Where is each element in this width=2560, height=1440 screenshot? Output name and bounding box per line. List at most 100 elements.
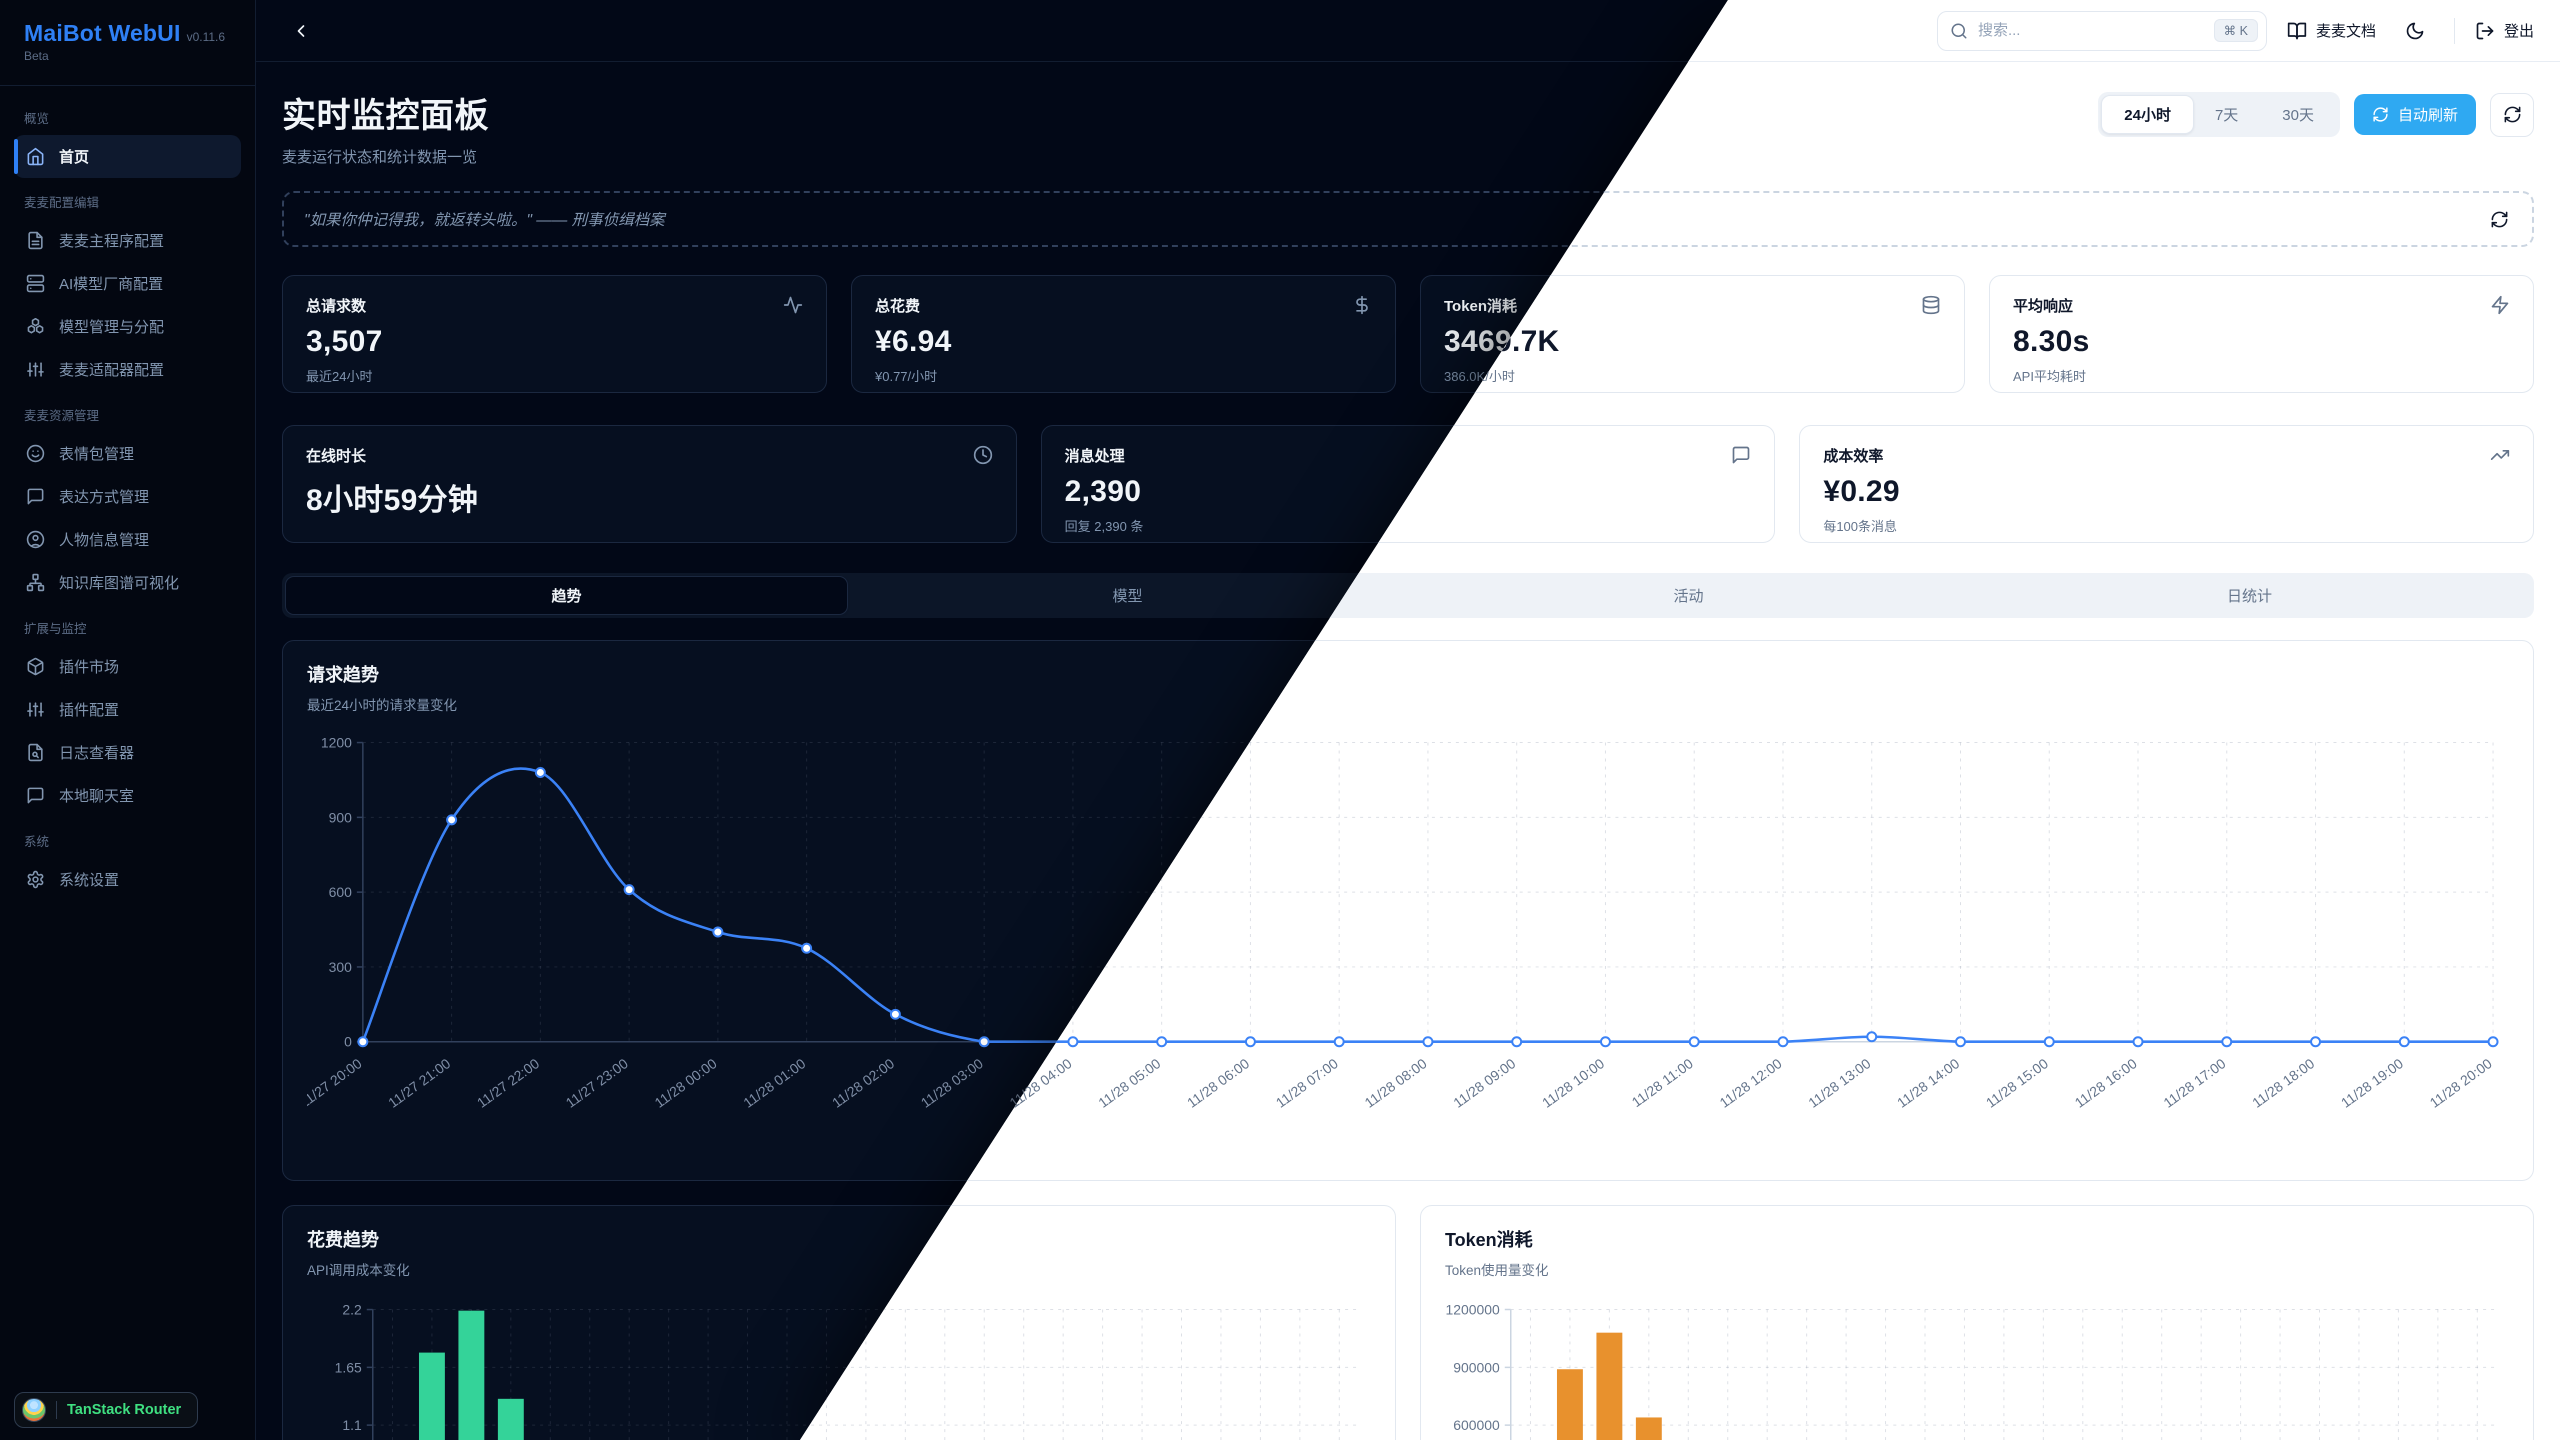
sidebar-item[interactable]: 首页 [14,135,241,178]
page-subtitle: 麦麦运行状态和统计数据一览 [282,149,478,166]
search-input[interactable] [1977,22,2204,39]
sidebar-item[interactable]: 麦麦适配器配置 [14,348,241,391]
time-range-option[interactable]: 7天 [2193,96,2260,133]
tab-模型[interactable]: 模型 [1112,588,1143,605]
svg-text:11/28 15:00: 11/28 15:00 [1983,1055,2051,1111]
svg-text:11/28 09:00: 11/28 09:00 [1450,1055,1518,1111]
docs-label: 麦麦文档 [2315,23,2376,40]
divider [2453,17,2455,44]
svg-text:11/28 10:00: 11/28 10:00 [1539,1055,1607,1111]
stat-value: 3,507 [306,325,383,358]
trending-up-icon [2490,445,2510,465]
sidebar-item[interactable]: 日志查看器 [14,731,241,774]
sidebar-section-title: 概览 [24,112,50,126]
svg-text:1.65: 1.65 [335,1359,362,1375]
package-icon [26,657,45,676]
app-version: v0.11.6 Beta [24,30,226,63]
sidebar-section-title: 扩展与监控 [24,622,87,636]
time-range-segmented: 24小时 7天 30天 [2098,92,2340,137]
sidebar-collapse-button[interactable] [282,12,320,50]
sidebar-item[interactable]: 表情包管理 [14,432,241,475]
sidebar-section: 麦麦资源管理表情包管理表达方式管理人物信息管理知识库图谱可视化 [14,391,241,604]
svg-text:11/28 19:00: 11/28 19:00 [2338,1055,2406,1111]
svg-text:11/28 00:00: 11/28 00:00 [651,1055,719,1111]
sidebar-item-label: 表情包管理 [59,446,135,463]
topbar: ⌘ K 麦麦文档 登出 [256,0,2560,62]
svg-text:11/27 21:00: 11/27 21:00 [385,1055,453,1111]
sidebar-item[interactable]: 知识库图谱可视化 [14,561,241,604]
stat-card: 成本效率 ¥0.29 每100条消息 [1799,425,2534,543]
svg-text:11/27 23:00: 11/27 23:00 [563,1055,631,1111]
svg-text:11/28 20:00: 11/28 20:00 [2427,1055,2495,1111]
stat-sub: 每100条消息 [1823,519,1898,534]
database-icon [1921,295,1941,315]
svg-text:11/28 02:00: 11/28 02:00 [829,1055,897,1111]
sidebar-item[interactable]: 人物信息管理 [14,518,241,561]
sidebar-item[interactable]: 插件配置 [14,688,241,731]
sidebar-item[interactable]: 麦麦主程序配置 [14,219,241,262]
sidebar-section-title: 系统 [24,835,50,849]
svg-text:11/28 12:00: 11/28 12:00 [1717,1055,1785,1111]
page-title: 实时监控面板 [282,97,489,135]
logout-button[interactable]: 登出 [2475,20,2534,41]
zap-icon [2490,295,2510,315]
sidebar-item[interactable]: AI模型厂商配置 [14,262,241,305]
clock-icon [973,445,993,465]
bottom-charts: 花费趋势 API调用成本变化 0.551.11.652.2 Token消耗 To… [282,1205,2534,1440]
chart-title: Token消耗 [1445,1230,1533,1250]
sidebar-item-label: 系统设置 [59,872,120,889]
quote-refresh-button[interactable] [2486,206,2512,232]
svg-text:1200: 1200 [321,735,352,751]
settings-icon [26,870,45,889]
sidebar-item[interactable]: 插件市场 [14,645,241,688]
divider [56,1401,57,1419]
svg-text:2.2: 2.2 [342,1302,362,1318]
sidebar-item-label: 表达方式管理 [59,489,150,506]
sidebar-section-title: 麦麦资源管理 [24,409,100,423]
refresh-icon [2490,210,2509,229]
tab-日统计[interactable]: 日统计 [2226,588,2272,605]
sliders-icon [26,700,45,719]
tab-趋势[interactable]: 趋势 [286,577,847,614]
svg-text:11/28 08:00: 11/28 08:00 [1361,1055,1429,1111]
logout-label: 登出 [2503,23,2534,40]
refresh-icon [2503,105,2522,124]
svg-text:900: 900 [329,809,353,825]
stat-value: 8.30s [2013,325,2090,358]
message-square-icon [1731,445,1751,465]
time-range-option[interactable]: 24小时 [2102,96,2193,133]
manual-refresh-button[interactable] [2490,92,2534,137]
file-search-icon [26,743,45,762]
auto-refresh-button[interactable]: 自动刷新 [2353,94,2476,135]
stat-card: 总花费 ¥6.94 ¥0.77/小时 [851,275,1396,393]
sidebar-item-label: 本地聊天室 [59,788,135,805]
stat-title: 成本效率 [1823,448,1884,465]
tab-活动[interactable]: 活动 [1673,588,1704,605]
sidebar-section: 系统系统设置 [14,817,241,901]
stat-sub: ¥0.77/小时 [875,369,938,384]
stat-sub: 386.0K/小时 [1444,369,1515,384]
stat-card: 总请求数 3,507 最近24小时 [282,275,827,393]
tanstack-router-badge[interactable]: TanStack Router [14,1392,199,1428]
stats-row-2: 在线时长 8小时59分钟 消息处理 2,390 回复 2,390 条 成本效率 … [282,425,2534,543]
docs-button[interactable]: 麦麦文档 [2287,20,2376,41]
sidebar-item[interactable]: 系统设置 [14,858,241,901]
search-box[interactable]: ⌘ K [1936,10,2267,51]
svg-text:11/28 14:00: 11/28 14:00 [1894,1055,1962,1111]
svg-text:11/28 05:00: 11/28 05:00 [1095,1055,1163,1111]
sidebar-item[interactable]: 表达方式管理 [14,475,241,518]
chart-subtitle: API调用成本变化 [307,1263,410,1278]
sidebar-item[interactable]: 模型管理与分配 [14,305,241,348]
svg-text:11/28 03:00: 11/28 03:00 [918,1055,986,1111]
theme-toggle-button[interactable] [2396,12,2434,50]
time-range-option[interactable]: 30天 [2260,96,2336,133]
stat-sub: API平均耗时 [2013,369,2086,384]
stat-value: 8小时59分钟 [306,484,479,517]
requests-line-chart: 0 300 600 900 1200 11/27 20:00 11/27 21:00 11/2… [307,735,2499,1111]
sidebar-item[interactable]: 本地聊天室 [14,774,241,817]
message-square-icon [26,487,45,506]
